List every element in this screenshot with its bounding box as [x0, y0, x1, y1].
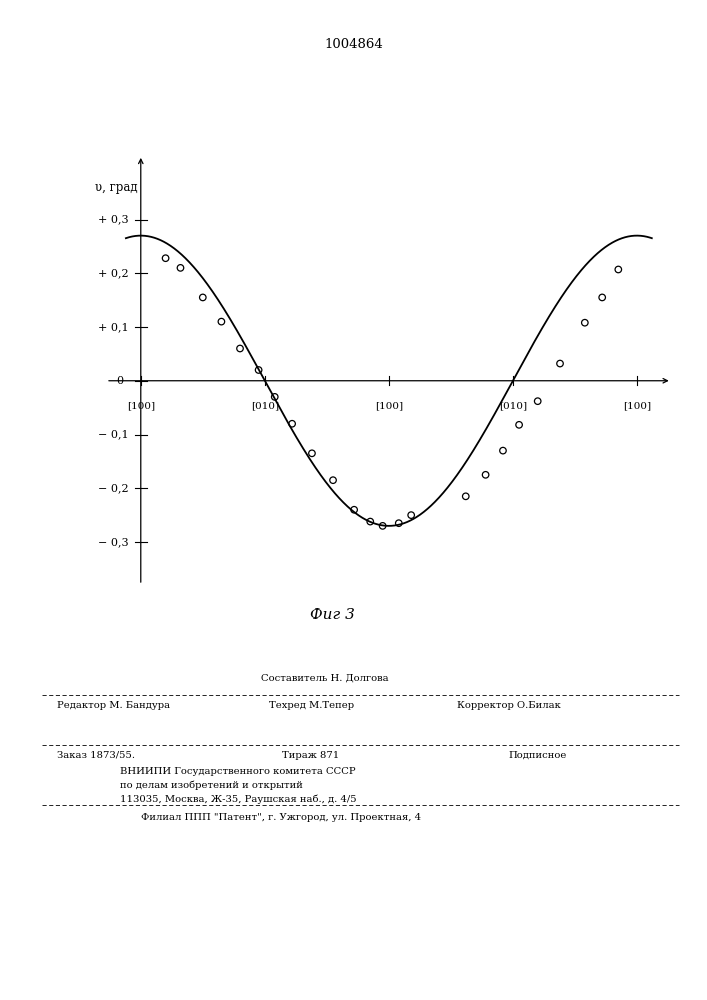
Text: 0: 0 [116, 376, 123, 386]
Point [613, 261, 624, 277]
Text: − 0,1: − 0,1 [98, 430, 129, 440]
Text: по делам изобретений и открытий: по делам изобретений и открытий [120, 780, 303, 790]
Text: [100]: [100] [127, 401, 155, 410]
Text: − 0,2: − 0,2 [98, 483, 129, 493]
Text: [010]: [010] [499, 401, 527, 410]
Text: Составитель Н. Долгова: Составитель Н. Долгова [262, 674, 389, 682]
Point [349, 502, 360, 518]
Text: + 0,3: + 0,3 [98, 215, 129, 225]
Point [197, 289, 209, 305]
Point [597, 289, 608, 305]
Text: [100]: [100] [375, 401, 403, 410]
Point [327, 472, 339, 488]
Point [253, 362, 264, 378]
Point [393, 515, 404, 531]
Text: Техред М.Тепер: Техред М.Тепер [269, 700, 354, 710]
Point [306, 445, 317, 461]
Text: 1004864: 1004864 [324, 38, 383, 51]
Text: [100]: [100] [623, 401, 651, 410]
Point [406, 507, 417, 523]
Text: Заказ 1873/55.: Заказ 1873/55. [57, 750, 134, 760]
Point [497, 443, 508, 459]
Point [234, 340, 245, 357]
Point [365, 514, 376, 530]
Point [480, 467, 491, 483]
Text: Тираж 871: Тираж 871 [283, 750, 339, 760]
Point [160, 250, 171, 266]
Point [216, 314, 227, 330]
Text: [010]: [010] [251, 401, 279, 410]
Point [532, 393, 544, 409]
Text: Редактор М. Бандура: Редактор М. Бандура [57, 700, 170, 710]
Text: υ, град: υ, град [95, 181, 137, 194]
Text: ВНИИПИ Государственного комитета СССР: ВНИИПИ Государственного комитета СССР [120, 766, 356, 776]
Point [513, 417, 525, 433]
Point [579, 315, 590, 331]
Point [269, 389, 281, 405]
Point [460, 488, 472, 504]
Text: Филиал ППП "Патент", г. Ужгород, ул. Проектная, 4: Филиал ППП "Патент", г. Ужгород, ул. Про… [141, 814, 421, 822]
Text: Фиг 3: Фиг 3 [310, 608, 355, 622]
Point [554, 356, 566, 372]
Text: + 0,2: + 0,2 [98, 268, 129, 278]
Point [377, 518, 388, 534]
Text: − 0,3: − 0,3 [98, 537, 129, 547]
Text: + 0,1: + 0,1 [98, 322, 129, 332]
Point [286, 416, 298, 432]
Text: Корректор О.Билак: Корректор О.Билак [457, 700, 561, 710]
Point [175, 260, 186, 276]
Text: 113035, Москва, Ж-35, Раушская наб., д. 4/5: 113035, Москва, Ж-35, Раушская наб., д. … [120, 794, 357, 804]
Text: Подписное: Подписное [508, 750, 566, 760]
